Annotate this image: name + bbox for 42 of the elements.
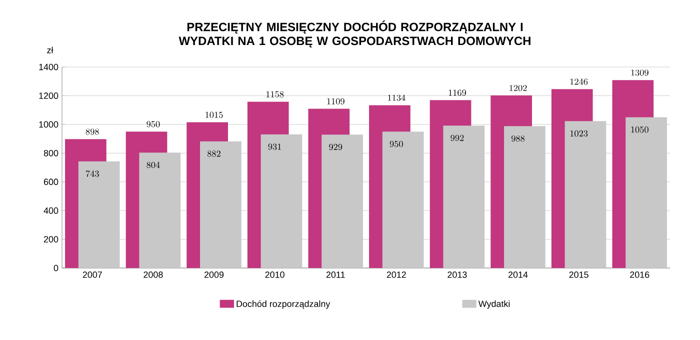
data-label: 1023 — [570, 130, 588, 137]
x-tick-label: 2016 — [630, 272, 650, 278]
y-tick-label: 200 — [44, 236, 58, 242]
x-tick-label: 2010 — [265, 272, 284, 278]
legend-label: Dochód rozporządzalny — [236, 300, 330, 309]
y-tick-label: 800 — [44, 150, 58, 156]
x-tick-label: 2007 — [82, 272, 102, 278]
data-label: 988 — [511, 135, 525, 142]
data-label: 1158 — [266, 91, 284, 98]
data-label: 992 — [450, 134, 464, 142]
y-tick-label: 1400 — [39, 64, 58, 70]
y-tick-label: 400 — [44, 207, 58, 214]
data-label: 1015 — [206, 112, 223, 118]
data-label: 882 — [207, 150, 220, 157]
data-label: 1050 — [631, 126, 648, 133]
data-label: 804 — [146, 162, 160, 168]
data-label: 743 — [86, 170, 99, 177]
data-label: 1109 — [327, 98, 344, 104]
x-tick-label: 2013 — [448, 272, 467, 278]
data-label: 1202 — [510, 84, 527, 92]
data-label: 1309 — [631, 70, 648, 76]
y-tick-label: 600 — [44, 178, 58, 186]
chart-title: PRZECIĘTNY MIESIĘCZNY DOCHÓD ROZPORZĄDZALNY I WYDATKI NA 1 OSOBĘ W GOSPODARSTWACH DOMOWYCH — [178, 20, 530, 48]
data-label: 931 — [268, 144, 281, 150]
y-tick-label: 1000 — [39, 121, 58, 128]
y-axis-title: zł — [47, 46, 54, 54]
data-label: 1134 — [388, 94, 406, 101]
x-tick-label: 2009 — [204, 272, 224, 278]
data-label: 1246 — [570, 78, 588, 85]
data-label: 898 — [86, 128, 99, 135]
data-label: 950 — [390, 140, 403, 148]
x-tick-label: 2008 — [144, 272, 163, 278]
y-tick-label: 1200 — [39, 92, 58, 99]
data-label: 929 — [329, 144, 342, 150]
y-tick-label: 0 — [54, 264, 58, 272]
x-tick-label: 2011 — [326, 272, 345, 278]
data-label: 1169 — [448, 90, 466, 96]
data-label: 950 — [146, 121, 160, 128]
x-tick-label: 2014 — [508, 272, 528, 278]
legend-label: Wydatki — [478, 300, 510, 309]
x-tick-label: 2012 — [386, 272, 406, 278]
x-tick-label: 2015 — [569, 272, 588, 278]
